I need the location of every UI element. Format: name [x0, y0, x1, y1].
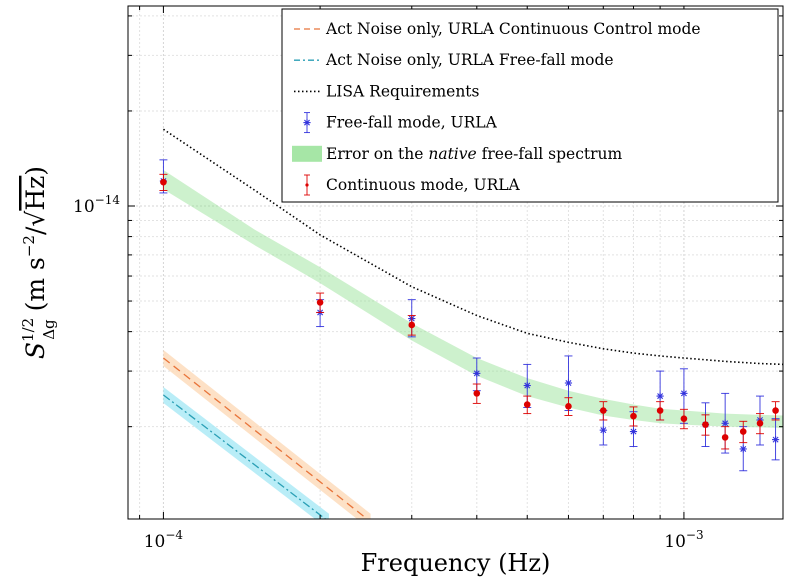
continuous-marker: [656, 407, 664, 414]
freefall-marker: [599, 426, 607, 434]
continuous-point: [599, 401, 608, 421]
plot-frame: [127, 5, 784, 520]
continuous-marker: [772, 407, 779, 414]
x-tick-label: 10−3: [664, 528, 703, 552]
freefall-marker: [523, 381, 531, 390]
continuous-marker: [630, 412, 637, 420]
continuous-point: [656, 401, 665, 421]
act-cc-line: [163, 357, 369, 519]
continuous-point: [701, 414, 710, 436]
freefall-marker: [739, 445, 747, 453]
y-axis-label-text: S1/2 Δg (m s−2/√Hz): [19, 166, 58, 359]
freefall-marker: [771, 436, 780, 444]
continuous-point: [771, 401, 780, 421]
freefall-marker-arm: [657, 393, 664, 400]
continuous-marker: [160, 178, 167, 186]
continuous-marker: [756, 419, 764, 427]
legend-swatch-ff-marker-arm: [304, 119, 310, 126]
freefall-marker-arm: [630, 428, 637, 435]
continuous-marker: [565, 403, 572, 410]
act-cc-band: [163, 350, 371, 519]
legend-label-ff: Free-fall mode, URLA: [326, 114, 498, 132]
continuous-point: [564, 397, 573, 416]
legend-swatch-cont-marker: [305, 183, 309, 187]
continuous-point: [721, 426, 730, 450]
continuous-point: [755, 413, 764, 435]
series-lines: [162, 128, 783, 519]
continuous-point: [316, 292, 325, 313]
freefall-marker-arm: [565, 380, 572, 386]
continuous-point: [159, 173, 168, 191]
data-points: [159, 159, 780, 472]
axis-ticks: 10−4 10−3 10−14: [73, 6, 783, 552]
continuous-marker: [721, 434, 729, 441]
continuous-marker: [523, 401, 531, 408]
freefall-marker-arm: [473, 370, 480, 377]
freefall-marker: [629, 427, 638, 436]
continuous-marker: [316, 299, 324, 306]
freefall-marker: [473, 369, 481, 377]
continuous-marker: [408, 321, 416, 329]
continuous-marker: [600, 407, 607, 414]
continuous-point: [523, 395, 532, 415]
legend-label-cont: Continuous mode, URLA: [326, 176, 521, 194]
lisa-requirement-line: [162, 128, 783, 366]
freefall-marker-arm: [722, 420, 729, 427]
legend-label-lisa: LISA Requirements: [326, 82, 480, 100]
continuous-marker: [739, 428, 747, 435]
act-ff-band: [163, 386, 329, 519]
legend-box: [281, 8, 779, 203]
legend-label-act-ff: Act Noise only, URLA Free-fall mode: [325, 51, 614, 69]
continuous-marker: [702, 421, 709, 428]
continuous-marker: [680, 415, 688, 422]
continuous-marker: [473, 390, 481, 397]
legend-label-act-cc: Act Noise only, URLA Continuous Control …: [325, 20, 701, 38]
x-tick-label: 10−4: [144, 528, 184, 552]
freefall-marker-arm: [524, 382, 531, 389]
act-ff-line: [163, 394, 327, 519]
continuous-point: [407, 315, 416, 336]
freefall-marker: [656, 392, 664, 400]
legend-swatch-ff-marker: [303, 119, 311, 127]
continuous-point: [629, 406, 638, 427]
x-axis-label: Frequency (Hz): [361, 549, 551, 577]
freefall-marker-arm: [740, 445, 747, 452]
freefall-marker: [564, 379, 573, 387]
freefall-marker-arm: [680, 390, 687, 397]
legend: Act Noise only, URLA Continuous Control …: [281, 8, 779, 203]
y-axis-label: S1/2 Δg (m s−2/√Hz): [19, 166, 58, 359]
continuous-point: [472, 383, 481, 404]
continuous-point: [679, 408, 688, 430]
y-tick-label: 10−14: [73, 193, 120, 217]
freefall-marker: [721, 419, 729, 427]
legend-label-band: Error on the native free-fall spectrum: [326, 145, 623, 163]
freefall-marker-arm: [772, 436, 779, 443]
continuous-point: [739, 420, 748, 444]
legend-swatch-band: [292, 145, 322, 162]
error-bands: [163, 170, 783, 519]
native-error-band: [163, 170, 783, 429]
freefall-marker: [680, 389, 688, 397]
freefall-marker-arm: [600, 427, 607, 434]
